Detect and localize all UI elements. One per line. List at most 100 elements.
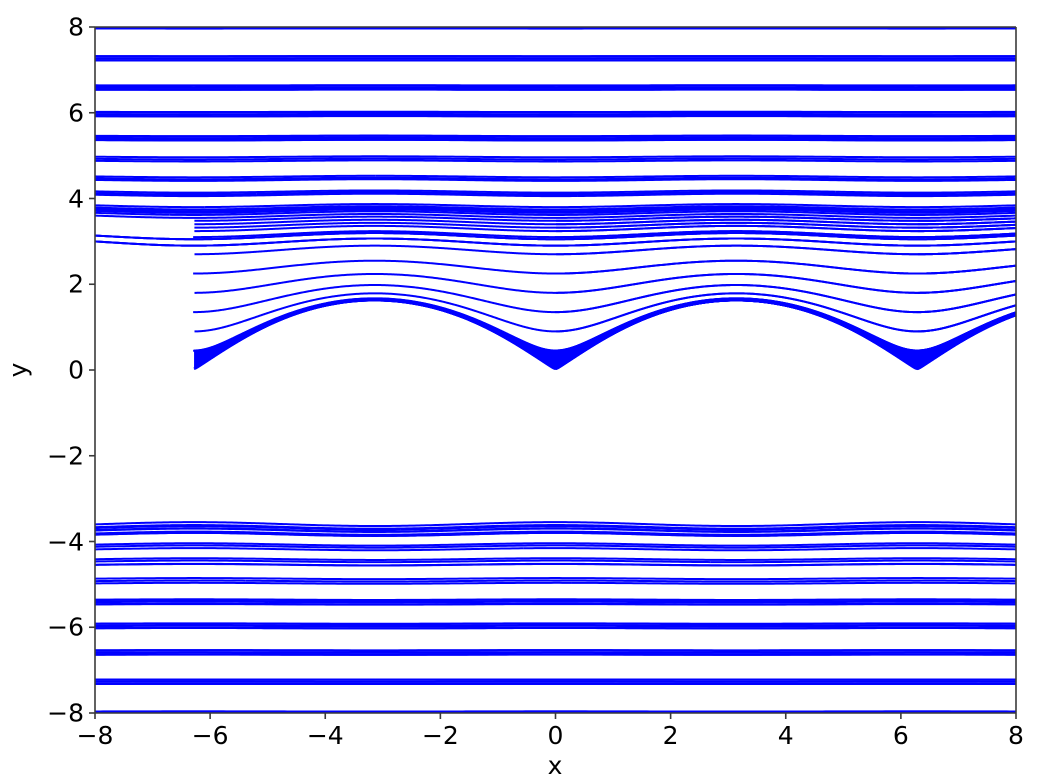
streamline bbox=[95, 527, 188, 532]
streamline bbox=[95, 155, 879, 159]
streamline bbox=[675, 136, 1016, 140]
streamline bbox=[204, 203, 1016, 209]
streamline bbox=[204, 531, 1016, 537]
x-tick-label: 2 bbox=[662, 721, 679, 750]
streamline bbox=[396, 205, 1016, 211]
streamline bbox=[917, 304, 1016, 333]
y-tick-label: 6 bbox=[68, 98, 84, 128]
x-tick-label: −6 bbox=[191, 721, 229, 750]
streamline bbox=[95, 211, 170, 216]
streamline bbox=[916, 232, 1016, 239]
streamline bbox=[95, 542, 850, 547]
streamline bbox=[95, 189, 836, 194]
streamline bbox=[95, 232, 918, 241]
streamline bbox=[95, 577, 834, 581]
y-tick-label: 2 bbox=[68, 269, 84, 299]
streamline bbox=[95, 524, 170, 529]
streamline bbox=[917, 227, 1016, 233]
x-tick-label: 4 bbox=[777, 721, 794, 750]
y-tick-label: −4 bbox=[47, 527, 84, 556]
streamline bbox=[95, 544, 262, 548]
streamline bbox=[917, 223, 1016, 229]
streamline bbox=[835, 190, 1016, 194]
streamline bbox=[710, 559, 1016, 564]
streamline bbox=[836, 134, 1016, 138]
streamline bbox=[95, 530, 1016, 536]
streamline bbox=[95, 531, 205, 536]
streamline bbox=[152, 212, 1016, 219]
streamline bbox=[245, 579, 1016, 583]
streamline bbox=[95, 159, 558, 163]
streamline bbox=[557, 159, 1016, 163]
x-tick-label: 6 bbox=[892, 721, 909, 750]
streamline bbox=[917, 217, 1016, 222]
streamline bbox=[375, 174, 1016, 179]
x-tick-label: 0 bbox=[547, 721, 564, 750]
streamline bbox=[857, 598, 1016, 602]
streamline bbox=[833, 577, 1016, 580]
streamline bbox=[187, 207, 1016, 213]
x-tick-label: −2 bbox=[421, 721, 459, 750]
y-tick-label: 0 bbox=[68, 355, 84, 385]
streamline bbox=[256, 191, 1016, 196]
streamline bbox=[917, 248, 1016, 256]
streamline bbox=[95, 134, 837, 138]
streamline bbox=[187, 527, 1016, 533]
streamline bbox=[571, 581, 1016, 585]
streamline bbox=[95, 176, 697, 181]
streamline bbox=[95, 205, 397, 211]
streamline bbox=[95, 237, 918, 247]
streamline bbox=[95, 563, 962, 567]
streamline bbox=[95, 204, 205, 209]
streamline bbox=[95, 579, 246, 583]
streamline bbox=[916, 264, 1016, 275]
axes-background bbox=[95, 27, 1016, 713]
streamline bbox=[95, 208, 1016, 214]
streamline bbox=[95, 598, 858, 602]
streamline bbox=[95, 192, 257, 196]
streamline bbox=[849, 542, 1016, 546]
streamline bbox=[95, 178, 1007, 182]
streamline bbox=[95, 208, 188, 213]
streamline bbox=[95, 559, 711, 564]
streamline bbox=[95, 602, 1009, 606]
y-tick-label: −2 bbox=[47, 441, 84, 471]
streamline bbox=[95, 547, 524, 552]
streamline bbox=[917, 240, 1016, 247]
streamline bbox=[261, 544, 1016, 549]
streamline bbox=[95, 600, 695, 604]
y-tick-label: −8 bbox=[47, 698, 84, 728]
streamline bbox=[152, 521, 1016, 528]
streamline bbox=[169, 524, 1016, 530]
streamline bbox=[95, 192, 578, 198]
streamline bbox=[95, 138, 986, 142]
streamline bbox=[95, 157, 237, 161]
streamline bbox=[577, 192, 1016, 198]
streamline bbox=[95, 557, 385, 561]
y-tick-label: 8 bbox=[68, 12, 84, 42]
streamline bbox=[384, 557, 1016, 561]
y-tick-label: −6 bbox=[47, 612, 84, 642]
streamline bbox=[95, 521, 153, 526]
streamline bbox=[917, 234, 1016, 241]
streamline bbox=[917, 220, 1016, 226]
streamline bbox=[878, 155, 1016, 159]
x-axis-label: x bbox=[547, 751, 563, 780]
y-tick-label: 4 bbox=[68, 184, 84, 213]
streamlines-group bbox=[95, 27, 1016, 713]
streamline bbox=[236, 157, 1016, 161]
x-tick-label: −8 bbox=[76, 721, 114, 750]
streamline bbox=[169, 210, 1016, 216]
y-axis-label: y bbox=[3, 362, 33, 378]
streamline bbox=[523, 547, 1016, 552]
streamline bbox=[916, 293, 1016, 314]
x-tick-label: 8 bbox=[1008, 721, 1024, 750]
streamline bbox=[696, 176, 1016, 181]
streamline bbox=[95, 581, 572, 585]
streamline bbox=[95, 214, 153, 219]
streamline bbox=[95, 174, 376, 179]
streamline bbox=[917, 280, 1016, 294]
axis-ticks bbox=[89, 26, 1017, 719]
